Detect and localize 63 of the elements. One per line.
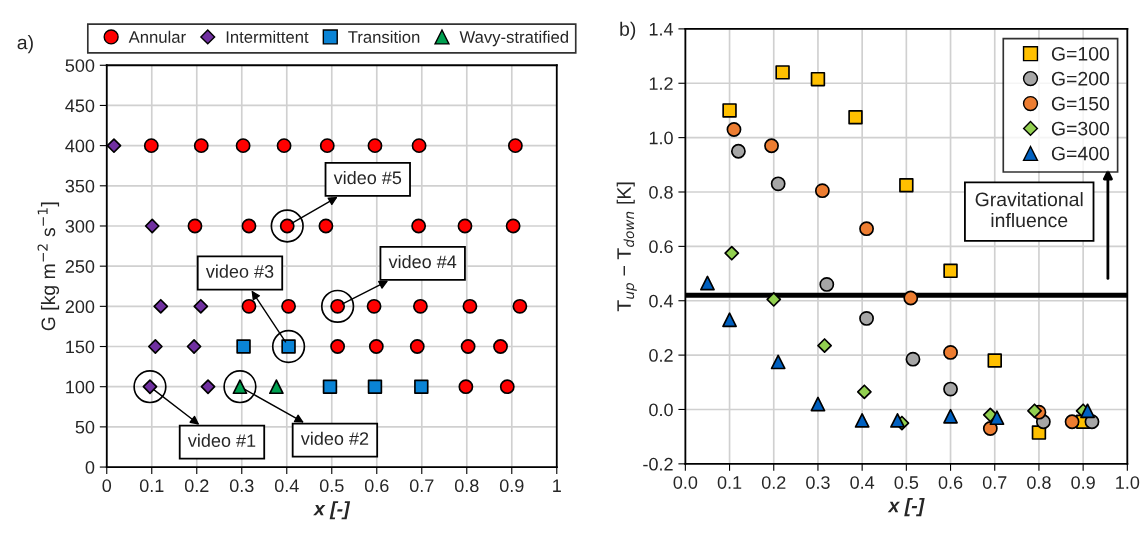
legend-label: Wavy-stratified xyxy=(459,30,568,47)
annotation: video #3 xyxy=(205,264,274,278)
chart-title: b) xyxy=(620,21,636,40)
y-axis-title: G [kg m$^{−2}$ s$^{−1}$] xyxy=(37,202,60,331)
legend-label: G=200 xyxy=(1051,71,1110,86)
y-tick-label: 1.4 xyxy=(649,23,674,36)
x-tick-label: 0 xyxy=(102,479,112,493)
legend-label: G=300 xyxy=(1051,121,1110,136)
y-tick-label: -0.2 xyxy=(643,457,673,471)
x-tick-label: 0.9 xyxy=(499,479,524,493)
x-tick-label: 0.6 xyxy=(364,479,389,493)
annotation: video #4 xyxy=(388,254,457,269)
legend-label: Annular xyxy=(128,30,186,43)
legend-label: G=100 xyxy=(1051,46,1110,61)
x-tick-label: 0.2 xyxy=(184,479,209,493)
x-tick-label: 0.4 xyxy=(850,476,875,489)
x-tick-label: 0.1 xyxy=(139,479,164,493)
x-tick-label: 0.8 xyxy=(454,479,479,493)
legend-label: G=400 xyxy=(1051,146,1110,161)
legend-label: Intermittent xyxy=(226,30,309,43)
y-tick-label: 0 xyxy=(85,460,95,474)
y-tick-label: 500 xyxy=(65,59,95,72)
y-tick-label: 0.8 xyxy=(649,185,673,199)
x-tick-label: 0.6 xyxy=(938,476,963,489)
chart-title: a) xyxy=(17,35,33,54)
x-tick-label: 0.9 xyxy=(1071,476,1095,489)
y-tick-label: 0.2 xyxy=(649,349,673,362)
y-tick-label: 1.2 xyxy=(649,77,673,90)
y-tick-label: 300 xyxy=(65,219,95,233)
annotation: video #1 xyxy=(187,433,256,447)
y-tick-label: 0.0 xyxy=(649,403,673,417)
x-tick-label: 0.0 xyxy=(673,476,698,489)
y-tick-label: 0.4 xyxy=(649,294,674,308)
y-tick-label: 400 xyxy=(65,139,95,153)
x-tick-label: 1 xyxy=(553,479,561,492)
y-tick-label: 200 xyxy=(65,300,95,314)
y-tick-label: 0.6 xyxy=(649,240,673,254)
y-tick-label: 150 xyxy=(66,340,95,354)
x-tick-label: 0.5 xyxy=(319,479,344,493)
y-tick-label: 50 xyxy=(75,420,95,434)
x-tick-label: 0.4 xyxy=(274,479,299,493)
annotation: video #2 xyxy=(300,431,369,445)
y-tick-label: 350 xyxy=(65,179,95,193)
x-tick-label: 0.3 xyxy=(229,479,254,493)
x-tick-label: 0.2 xyxy=(761,476,786,489)
x-tick-label: 0.8 xyxy=(1027,476,1051,489)
legend-label: Transition xyxy=(348,30,420,43)
y-tick-label: 250 xyxy=(65,260,95,273)
x-tick-label: 0.3 xyxy=(806,476,830,489)
x-tick-label: 0.5 xyxy=(894,476,919,489)
x-tick-label: 0.7 xyxy=(409,479,434,493)
x-axis-title: x [-] xyxy=(887,498,925,517)
annotation: video #5 xyxy=(333,170,402,185)
y-tick-label: 450 xyxy=(65,99,95,113)
legend-label: G=150 xyxy=(1051,96,1110,111)
y-axis-title: T$_{up}$ − T$_{down}$ [K] xyxy=(616,182,637,312)
annotation: Gravitational influence xyxy=(975,192,1083,228)
y-tick-label: 1.0 xyxy=(649,131,673,145)
y-tick-label: 100 xyxy=(66,380,95,394)
x-axis-title: x [-] xyxy=(313,501,351,520)
x-tick-label: 1.0 xyxy=(1116,476,1140,489)
x-tick-label: 0.7 xyxy=(982,476,1007,489)
x-tick-label: 0.1 xyxy=(717,476,742,489)
